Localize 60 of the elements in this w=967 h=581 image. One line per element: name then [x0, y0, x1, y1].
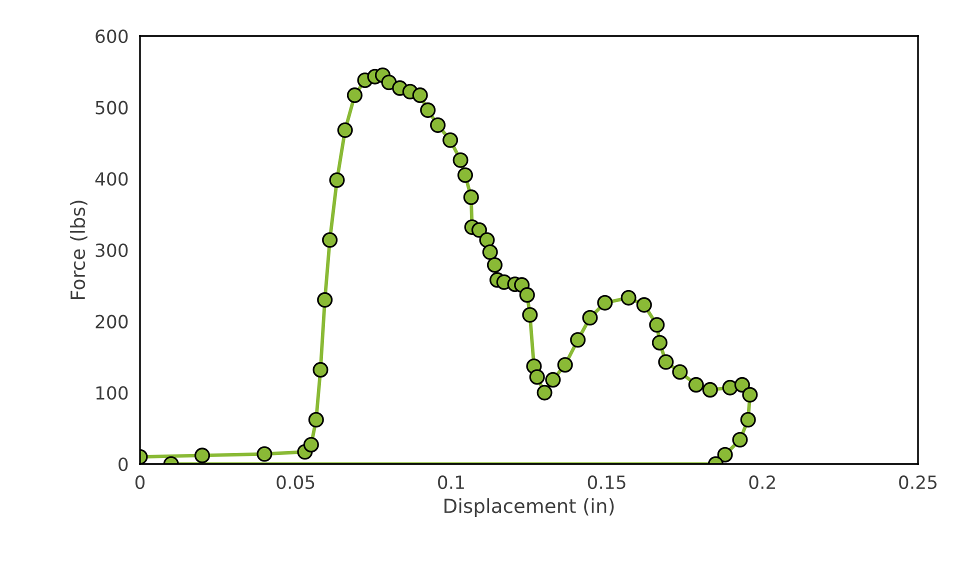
point — [652, 334, 668, 351]
point — [582, 310, 598, 326]
x-axis-title: Displacement (in) — [444, 498, 614, 517]
point — [486, 257, 503, 273]
point — [722, 380, 738, 396]
point — [742, 387, 758, 403]
point — [570, 332, 586, 348]
point — [256, 446, 272, 462]
y-tick-label: 200 — [96, 314, 128, 328]
point — [658, 354, 674, 370]
point — [412, 87, 428, 103]
y-tick-label: 0 — [118, 457, 128, 472]
point — [672, 364, 688, 380]
point — [702, 382, 718, 398]
x-tick-label: 0.25 — [899, 475, 937, 490]
y-tick-label: 400 — [95, 172, 128, 186]
point — [536, 384, 552, 400]
point — [649, 317, 665, 333]
point — [452, 152, 468, 168]
point — [557, 357, 573, 373]
point — [482, 244, 498, 260]
point — [303, 436, 319, 453]
point — [717, 446, 733, 463]
point — [317, 292, 333, 308]
point — [312, 362, 328, 378]
point — [471, 222, 487, 238]
x-tick-label: 0.15 — [588, 475, 626, 490]
point — [381, 74, 397, 90]
point — [457, 167, 473, 183]
y-tick-label: 300 — [96, 243, 128, 258]
point — [194, 448, 210, 464]
y-tick-label: 600 — [96, 29, 128, 44]
point — [442, 132, 458, 148]
x-tick-label: 0 — [135, 475, 145, 490]
point — [420, 102, 436, 118]
point — [346, 87, 363, 103]
point — [322, 232, 338, 248]
point — [545, 372, 561, 388]
point — [522, 307, 538, 323]
point — [688, 377, 704, 393]
point — [636, 297, 652, 313]
point — [732, 432, 748, 448]
y-axis-title: Force (lbs) — [70, 200, 88, 299]
point — [337, 122, 353, 138]
point — [529, 369, 545, 385]
y-tick-label: 500 — [96, 100, 128, 114]
point — [308, 412, 324, 428]
point — [620, 290, 636, 306]
point — [430, 117, 446, 133]
point — [519, 287, 535, 303]
point — [479, 232, 495, 248]
point — [740, 412, 756, 428]
point — [734, 377, 750, 393]
y-tick-label: 100 — [96, 386, 128, 400]
x-tick-label: 0.1 — [438, 475, 464, 490]
x-tick-label: 0.05 — [276, 475, 314, 490]
point — [463, 189, 479, 205]
point — [597, 295, 613, 311]
point — [329, 172, 345, 188]
x-tick-label: 0.2 — [749, 475, 775, 490]
